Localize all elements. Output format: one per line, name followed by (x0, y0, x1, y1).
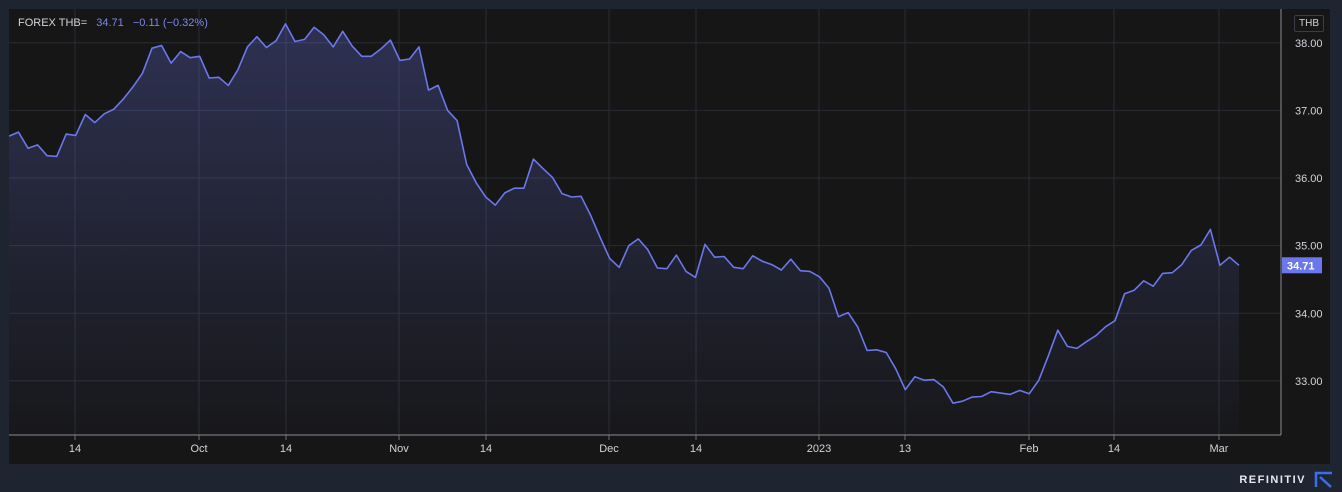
last-price-label-bg (1282, 257, 1322, 274)
x-tick-label: Feb (1020, 443, 1039, 455)
last-price-label: 34.71 (1287, 260, 1315, 272)
y-tick-label: 36.00 (1295, 173, 1323, 185)
refinitiv-logo-icon (1314, 471, 1332, 488)
x-tick-label: 13 (899, 443, 911, 455)
x-tick-label: Dec (599, 443, 619, 455)
x-tick-label: Oct (190, 443, 207, 455)
x-tick-label: 14 (480, 443, 492, 455)
brand-name: REFINITIV (1239, 474, 1306, 486)
x-tick-label: Nov (389, 443, 409, 455)
x-tick-label: 14 (280, 443, 292, 455)
x-tick-label: 14 (690, 443, 702, 455)
series-line (9, 23, 1240, 404)
series-area (9, 23, 1239, 436)
y-tick-label: 35.00 (1295, 241, 1323, 253)
legend-symbol: FOREX THB= (18, 17, 88, 29)
chart-frame: 33.00 34.00 35.00 36.00 37.00 38.00 14 Oct 14 Nov… (9, 9, 1330, 464)
y-tick-label: 33.00 (1295, 376, 1323, 388)
y-tick-label: 38.00 (1295, 38, 1323, 50)
brand-logo: REFINITIV (1239, 471, 1334, 489)
legend: FOREX THB= 34.71 −0.11 (−0.32%) (18, 17, 208, 29)
y-tick-label: 37.00 (1295, 105, 1323, 117)
legend-last-value: 34.71 (96, 17, 124, 29)
x-tick-label: 2023 (807, 443, 831, 455)
x-tick-label: Mar (1210, 443, 1229, 455)
legend-change: −0.11 (−0.32%) (132, 17, 208, 29)
x-tick-label: 14 (1108, 443, 1120, 455)
currency-badge: THB (1294, 15, 1324, 32)
x-tick-label: 14 (69, 443, 81, 455)
y-tick-label: 34.00 (1295, 308, 1323, 320)
price-chart[interactable]: 33.00 34.00 35.00 36.00 37.00 38.00 14 Oct 14 Nov… (9, 9, 1330, 464)
